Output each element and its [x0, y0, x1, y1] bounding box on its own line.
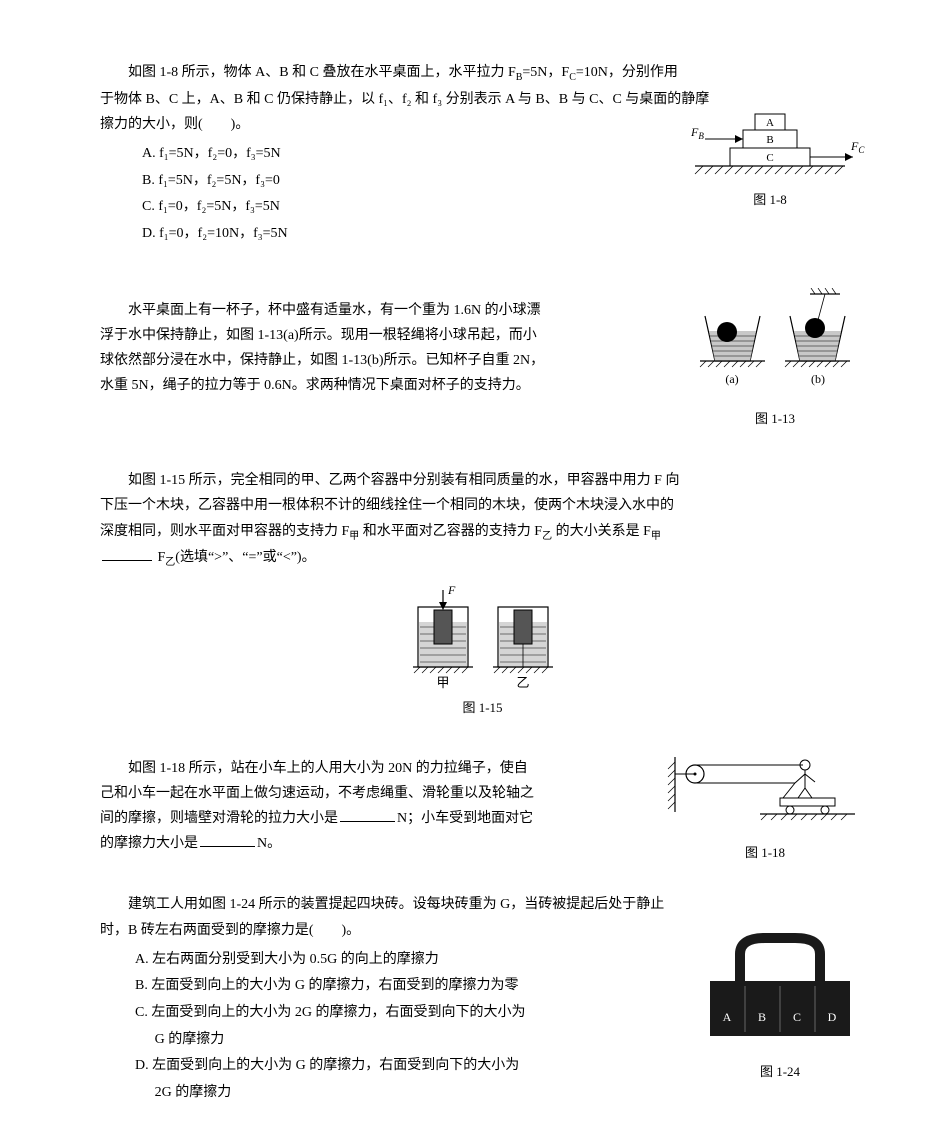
fig1-13-lab-b: (b) [811, 372, 825, 386]
fig1-15-jia: 甲 [436, 675, 449, 690]
p5-opt-d2: 2G 的摩擦力 [155, 1080, 675, 1107]
fig1-13-caption: 图 1-13 [685, 407, 865, 430]
fig1-13-lab-a: (a) [725, 372, 738, 386]
p5-opt-c1: C. 左面受到向上的大小为 2G 的摩擦力，右面受到向下的大小为 [135, 1000, 675, 1027]
fig1-8-caption: 图 1-8 [675, 188, 865, 211]
figure-1-8: A B C FB FC 图 1-8 [675, 94, 865, 211]
fig1-24-B: B [758, 1010, 766, 1024]
fig1-8-label-fb: FB [690, 125, 704, 141]
figure-1-24: A B C D 图 1-24 [695, 926, 865, 1083]
p5-opt-c2: G 的摩擦力 [155, 1027, 675, 1054]
p5-options: A. 左右两面分别受到大小为 0.5G 的向上的摩擦力 B. 左面受到向上的大小… [135, 947, 675, 1107]
figure-1-13: (a) (b) 图 1-13 [685, 288, 865, 430]
fig1-24-D: D [828, 1010, 837, 1024]
p3-line3: 深度相同，则水平面对甲容器的支持力 F甲 和水平面对乙容器的支持力 F乙 的大小… [100, 519, 865, 546]
figure-1-18: 图 1-18 [665, 752, 865, 864]
fig1-24-A: A [723, 1010, 732, 1024]
p1-line1: 如图 1-8 所示，物体 A、B 和 C 叠放在水平桌面上，水平拉力 FB=5N… [100, 60, 865, 87]
problem-1: A B C FB FC 图 1-8 如图 1-8 所示，物体 A、B 和 C 叠… [100, 60, 865, 248]
problem-4: 图 1-18 如图 1-18 所示，站在小车上的人用大小为 20N 的力拉绳子，… [100, 756, 865, 857]
fig1-24-C: C [793, 1010, 801, 1024]
problem-3: 如图 1-15 所示，完全相同的甲、乙两个容器中分别装有相同质量的水，甲容器中用… [100, 468, 865, 719]
p5-opt-a: A. 左右两面分别受到大小为 0.5G 的向上的摩擦力 [135, 947, 675, 974]
p5-opt-d1: D. 左面受到向上的大小为 G 的摩擦力，右面受到向下的大小为 [135, 1053, 675, 1080]
fig1-15-F: F [447, 583, 456, 597]
p5-opt-b: B. 左面受到向上的大小为 G 的摩擦力，右面受到的摩擦力为零 [135, 973, 675, 1000]
p1-opt-d: D. f₁=0，f₂=10N，f₃=5N [142, 221, 865, 248]
p3-line1: 如图 1-15 所示，完全相同的甲、乙两个容器中分别装有相同质量的水，甲容器中用… [100, 468, 865, 493]
p5-line1: 建筑工人用如图 1-24 所示的装置提起四块砖。设每块砖重为 G，当砖被提起后处… [100, 892, 865, 917]
fig1-8-label-a: A [766, 117, 774, 129]
p3-line4: F乙(选填“>”、“=”或“<”)。 [100, 545, 865, 572]
problem-5: A B C D 图 1-24 建筑工人用如图 1-24 所示的装置提起四块砖。设… [100, 892, 865, 1106]
fig1-8-label-c: C [766, 152, 773, 164]
problem-2: (a) (b) 图 1-13 水平桌面上有一杯子，杯中盛有适量水，有一个重为 1… [100, 298, 865, 399]
figure-1-15: F 甲 [100, 582, 865, 719]
fig1-15-caption: 图 1-15 [100, 696, 865, 719]
p3-line2: 下压一个木块，乙容器中用一根体积不计的细线拴住一个相同的木块，使两个木块浸入水中… [100, 493, 865, 518]
fig1-18-caption: 图 1-18 [665, 841, 865, 864]
fig1-8-label-fc: FC [850, 139, 865, 155]
fig1-15-yi: 乙 [516, 675, 529, 690]
fig1-24-caption: 图 1-24 [695, 1060, 865, 1083]
fig1-8-label-b: B [766, 134, 773, 146]
